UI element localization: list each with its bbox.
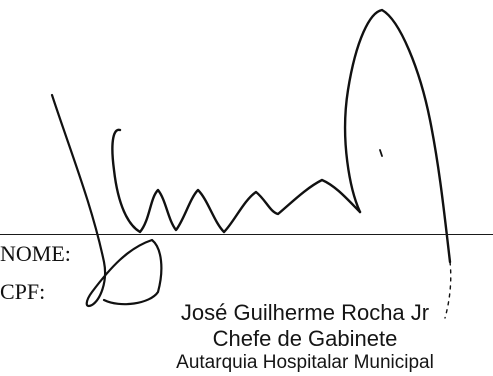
- nome-label: NOME:: [0, 241, 71, 266]
- cpf-label: CPF:: [0, 279, 46, 304]
- official-stamp: José Guilherme Rocha Jr Chefe de Gabinet…: [155, 300, 455, 374]
- signature-line: [0, 234, 493, 235]
- stamp-role: Chefe de Gabinete: [212, 325, 398, 351]
- stamp-name: José Guilherme Rocha Jr: [180, 300, 430, 325]
- stamp-organization: Autarquia Hospitalar Municipal: [176, 351, 434, 373]
